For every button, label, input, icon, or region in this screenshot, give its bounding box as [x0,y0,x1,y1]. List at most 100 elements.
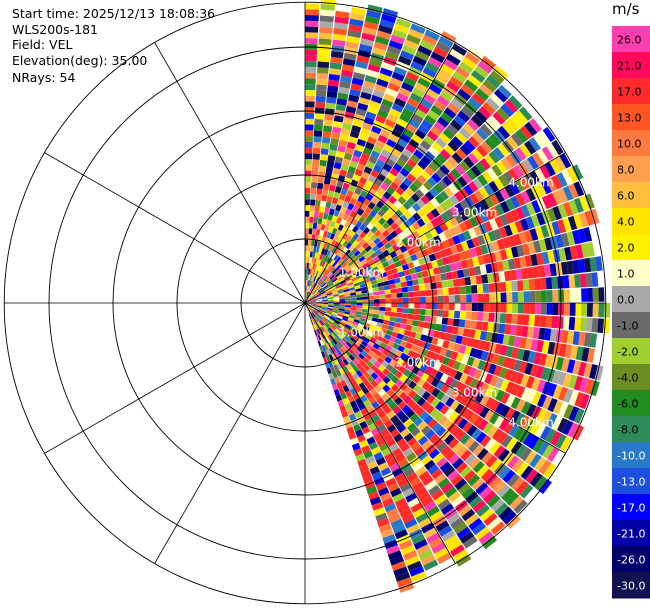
range-gate [341,253,348,260]
range-gate [505,198,516,211]
range-gate [434,323,442,332]
range-gate [349,210,357,218]
range-gate [360,127,371,136]
range-gate [508,335,516,347]
range-gate [331,132,341,140]
range-gate [477,360,486,371]
range-gate [377,187,386,196]
range-gate [437,68,452,81]
range-gate [338,292,345,296]
range-gate [305,239,309,246]
colorbar-swatch [612,546,650,573]
range-gate [524,230,533,243]
colorbar-tick-label: 10.0 [617,137,642,150]
range-gate [335,264,342,271]
range-gate [525,376,536,389]
range-gate [378,286,385,291]
range-gate [348,375,356,383]
range-gate [314,252,319,259]
range-gate [524,450,537,465]
range-gate [376,357,385,365]
range-gate [393,362,402,371]
range-gate [317,241,322,248]
range-gate [358,133,369,142]
range-gate [460,259,469,269]
range-gate [500,103,514,118]
range-gate [316,188,323,195]
range-gate [586,303,593,317]
range-gate [387,424,397,434]
range-gate [463,123,476,136]
range-gate [345,298,351,301]
range-gate [399,258,407,266]
range-gate [333,297,340,300]
range-gate [425,365,434,375]
range-gate [369,324,377,330]
range-gate [568,199,579,215]
range-gate [342,415,351,424]
range-gate [539,277,547,290]
range-gate [572,360,582,375]
range-gate [359,374,367,382]
range-gate [390,312,397,317]
range-gate [408,380,417,390]
range-gate [399,276,407,283]
range-gate [429,228,439,238]
range-gate [424,166,435,177]
range-gate [351,265,358,272]
range-gate [323,255,329,262]
range-gate [340,206,347,214]
range-gate [376,278,383,284]
range-gate [513,233,522,246]
range-gate [416,198,426,209]
range-gate [305,55,317,62]
range-gate [417,387,427,397]
range-gate [474,246,483,257]
range-gate [503,421,515,434]
range-gate [451,43,468,56]
range-gate [575,346,584,361]
range-gate [440,373,449,384]
range-gate [394,529,409,540]
field-label: Field: VEL [12,37,73,52]
range-gate [349,387,357,396]
range-gate [390,347,398,355]
range-gate [522,279,530,291]
range-gate [320,148,329,155]
range-gate [561,358,570,372]
range-gate [312,263,316,270]
range-gate [405,324,412,331]
range-gate [466,239,475,249]
range-gate [513,426,525,441]
range-gate [356,346,364,353]
range-gate [382,221,391,230]
range-gate [326,311,332,315]
range-gate [409,267,417,275]
range-gate [320,267,325,273]
range-gate [430,104,443,116]
range-gate [375,481,387,491]
range-gate [448,183,459,194]
range-gate [391,561,407,572]
range-gate [312,289,317,295]
range-gate [401,404,411,414]
range-gate [362,26,377,36]
range-gate [564,344,573,359]
range-gate [321,294,327,298]
range-gate [305,176,312,183]
range-gate [452,235,461,245]
range-gate [397,303,403,308]
range-gate [520,447,532,462]
range-gate [345,390,353,398]
range-gate [372,89,385,99]
range-gate [305,187,311,194]
range-gate [387,550,402,561]
range-gate [339,303,346,305]
range-gate [372,145,383,154]
range-gate [329,68,341,76]
range-gate [305,159,312,165]
range-gate [406,173,417,183]
range-gate [435,380,445,391]
range-gate [390,213,399,222]
range-gate [544,354,553,368]
